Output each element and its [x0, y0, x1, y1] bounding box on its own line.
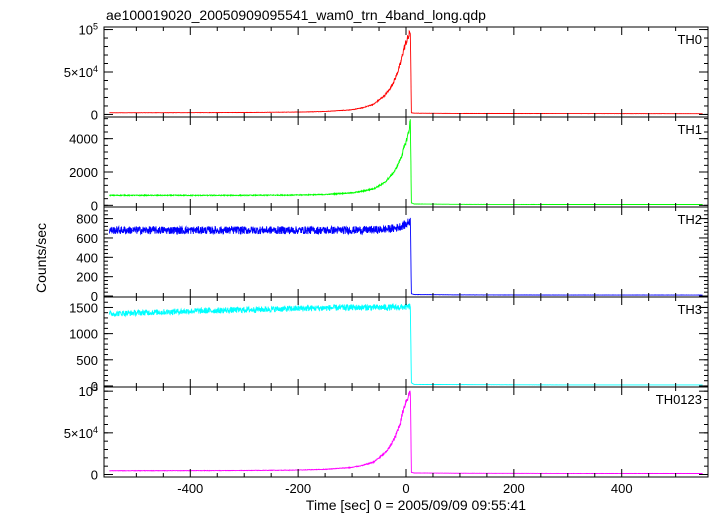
y-tick-label: 200	[76, 270, 98, 285]
series-line-th0	[109, 29, 703, 115]
panels-group: TH0 0 5×104 105 TH1 0 2000 4000 TH2 0 200 400 600 800…	[64, 22, 709, 483]
y-tick-label: 105	[79, 22, 98, 38]
panel-label-th0123: TH0123	[656, 392, 702, 407]
x-tick-label: -200	[285, 481, 311, 496]
series-line-th2	[108, 217, 703, 296]
panel-label-th0: TH0	[677, 32, 702, 47]
panel-th0: TH0 0 5×104 105	[64, 22, 709, 122]
y-tick-label: 0	[91, 198, 98, 213]
panel-th2: TH2 0 200 400 600 800	[76, 206, 709, 304]
y-tick-label: 400	[76, 250, 98, 265]
x-tick-label: -400	[177, 481, 203, 496]
panel-frame	[103, 206, 709, 298]
series-line-th1	[109, 119, 703, 205]
y-axis-label: Counts/sec	[33, 223, 49, 293]
series-line-th0123	[109, 390, 703, 474]
panel-label-th3: TH3	[677, 302, 702, 317]
y-tick-label: 105	[79, 383, 98, 399]
y-tick-label: 0	[91, 107, 98, 122]
chart-title: ae100019020_20050909095541_wam0_trn_4ban…	[106, 7, 486, 23]
y-tick-label: 1500	[69, 300, 98, 315]
y-tick-label: 2000	[69, 165, 98, 180]
y-tick-label: 5×104	[64, 64, 98, 80]
x-tick-label: 0	[402, 481, 409, 496]
y-tick-label: 500	[76, 353, 98, 368]
panel-th1: TH1 0 2000 4000	[69, 116, 709, 213]
x-axis-label: Time [sec] 0 = 2005/09/09 09:55:41	[306, 497, 526, 513]
panel-label-th1: TH1	[677, 122, 702, 137]
x-tick-label: 200	[503, 481, 525, 496]
panel-frame	[103, 116, 709, 208]
panel-th3: TH3 0 500 1000 1500	[69, 296, 709, 394]
y-tick-label: 600	[76, 231, 98, 246]
y-tick-label: 5×104	[64, 425, 98, 441]
y-tick-label: 0	[91, 468, 98, 483]
series-line-th3	[108, 303, 703, 386]
y-tick-label: 800	[76, 212, 98, 227]
y-tick-label: 4000	[69, 132, 98, 147]
y-tick-label: 0	[91, 379, 98, 394]
panel-th0123: TH0123 0 5×104 105	[64, 383, 709, 483]
y-tick-label: 1000	[69, 327, 98, 342]
x-axis: -400 -200 0 200 400	[177, 481, 632, 496]
y-tick-label: 0	[91, 289, 98, 304]
x-tick-label: 400	[611, 481, 633, 496]
panel-label-th2: TH2	[677, 212, 702, 227]
